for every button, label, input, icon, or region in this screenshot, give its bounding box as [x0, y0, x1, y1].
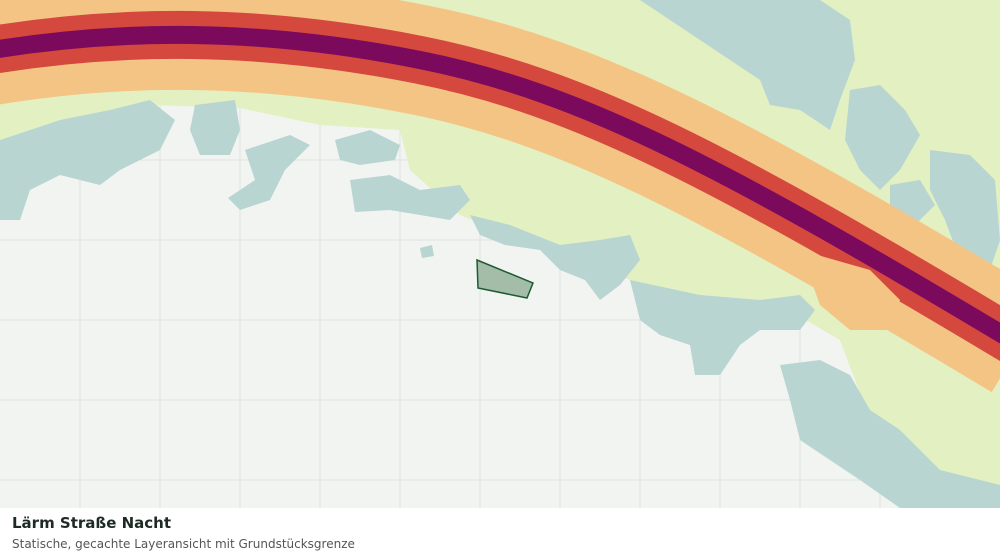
layer-subtitle: Statische, gecachte Layeransicht mit Gru…: [12, 537, 355, 551]
built-areas: [0, 0, 1000, 508]
noise-patch: [800, 250, 900, 330]
parcel-boundary: [476, 258, 534, 299]
road-noise-bands: [0, 0, 1000, 393]
legend-footer: Lärm Straße Nacht Statische, gecachte La…: [0, 508, 1000, 560]
noise-zone-low: [0, 0, 1000, 485]
map: [0, 0, 1000, 508]
layer-title: Lärm Straße Nacht: [12, 514, 172, 532]
